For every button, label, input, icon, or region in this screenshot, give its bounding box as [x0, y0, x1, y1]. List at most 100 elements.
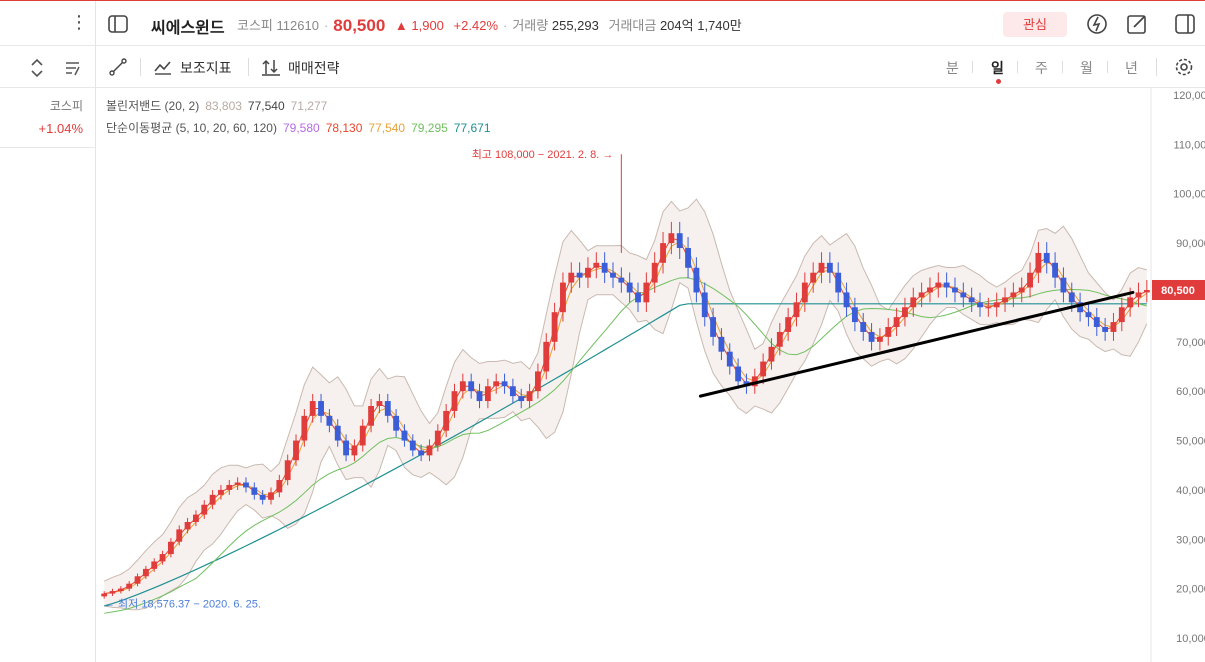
candle[interactable]	[693, 267, 700, 293]
candle[interactable]	[1093, 317, 1100, 328]
candle[interactable]	[167, 541, 174, 555]
candle[interactable]	[1060, 277, 1067, 293]
candle[interactable]	[801, 282, 808, 303]
expand-collapse-icon[interactable]	[28, 57, 46, 79]
candle[interactable]	[201, 504, 208, 515]
candle[interactable]	[710, 317, 717, 337]
candle[interactable]	[351, 445, 358, 456]
candle[interactable]	[193, 514, 199, 522]
strategy-button[interactable]: 매매전략	[288, 60, 340, 76]
candle[interactable]	[518, 396, 525, 402]
candle[interactable]	[1027, 272, 1033, 288]
candle[interactable]	[952, 287, 958, 293]
candle[interactable]	[910, 297, 917, 308]
candle[interactable]	[826, 262, 833, 273]
candle[interactable]	[109, 591, 116, 594]
candle[interactable]	[818, 262, 825, 273]
candle[interactable]	[343, 440, 349, 456]
candle[interactable]	[184, 521, 191, 530]
candle[interactable]	[159, 554, 166, 562]
candle[interactable]	[1068, 292, 1075, 303]
candle[interactable]	[1127, 297, 1134, 308]
candle[interactable]	[860, 322, 867, 332]
panel-icon[interactable]	[108, 15, 128, 33]
candle[interactable]	[668, 233, 675, 244]
candle[interactable]	[1010, 292, 1017, 298]
candle[interactable]	[117, 588, 124, 592]
candle[interactable]	[776, 331, 783, 347]
sort-list-icon[interactable]	[63, 58, 83, 78]
candle[interactable]	[935, 282, 942, 288]
candle[interactable]	[876, 336, 883, 342]
period-minute[interactable]: 분	[946, 60, 959, 76]
candle[interactable]	[326, 415, 333, 426]
candle[interactable]	[551, 312, 558, 342]
layout-icon[interactable]	[1174, 13, 1196, 35]
candle[interactable]	[534, 371, 541, 392]
candle[interactable]	[968, 297, 975, 303]
candle[interactable]	[1135, 292, 1142, 298]
candle[interactable]	[793, 302, 800, 318]
candlestick-chart[interactable]: 120,000110,000100,00090,00080,00070,0006…	[96, 88, 1205, 662]
more-menu-icon[interactable]: ⋮	[70, 12, 88, 32]
candle[interactable]	[768, 346, 775, 362]
indicator-icon[interactable]	[153, 57, 173, 77]
candle[interactable]	[318, 401, 324, 416]
candle[interactable]	[259, 494, 266, 500]
candle[interactable]	[459, 381, 466, 392]
candle[interactable]	[418, 450, 425, 456]
candle[interactable]	[234, 482, 241, 485]
flash-icon[interactable]	[1086, 13, 1108, 35]
candle[interactable]	[676, 233, 683, 249]
period-day[interactable]: 일	[991, 60, 1004, 76]
candle[interactable]	[451, 391, 458, 411]
candle[interactable]	[101, 593, 108, 597]
candle[interactable]	[1052, 262, 1058, 278]
period-month[interactable]: 월	[1080, 60, 1093, 76]
candle[interactable]	[1077, 302, 1084, 313]
candle[interactable]	[1085, 312, 1092, 318]
candle[interactable]	[1035, 252, 1042, 273]
candle[interactable]	[359, 425, 366, 446]
price-chart[interactable]: 120,000110,000100,00090,00080,00070,0006…	[96, 88, 1205, 662]
candle[interactable]	[334, 425, 341, 441]
candle[interactable]	[635, 292, 641, 303]
candle[interactable]	[835, 272, 842, 293]
candle[interactable]	[368, 405, 375, 426]
candle[interactable]	[718, 336, 725, 352]
interest-button[interactable]: 관심	[1003, 12, 1067, 37]
candle[interactable]	[142, 568, 149, 577]
candle[interactable]	[134, 576, 141, 584]
candle[interactable]	[701, 292, 708, 318]
candle[interactable]	[1002, 297, 1008, 303]
candle[interactable]	[484, 386, 491, 402]
trendline[interactable]	[698, 290, 1135, 398]
candle[interactable]	[560, 282, 566, 313]
candle[interactable]	[243, 482, 249, 488]
candle[interactable]	[409, 440, 416, 451]
candle[interactable]	[610, 272, 616, 278]
candle[interactable]	[893, 317, 900, 328]
candle[interactable]	[443, 410, 450, 431]
candle[interactable]	[568, 272, 575, 283]
period-year[interactable]: 년	[1125, 60, 1138, 76]
draw-line-icon[interactable]	[108, 57, 128, 77]
candle[interactable]	[284, 460, 291, 481]
candle[interactable]	[376, 401, 383, 406]
candle[interactable]	[885, 327, 892, 337]
candle[interactable]	[1143, 289, 1150, 293]
candle[interactable]	[918, 292, 925, 298]
candle[interactable]	[209, 494, 216, 505]
candle[interactable]	[902, 307, 908, 318]
candle[interactable]	[468, 381, 475, 392]
candle[interactable]	[476, 391, 483, 402]
candle[interactable]	[509, 386, 516, 397]
edit-icon[interactable]	[1126, 13, 1148, 35]
candle[interactable]	[601, 262, 608, 273]
candle[interactable]	[543, 341, 550, 372]
candle[interactable]	[735, 366, 742, 382]
indicator-button[interactable]: 보조지표	[180, 60, 232, 76]
candle[interactable]	[301, 415, 308, 441]
candle[interactable]	[401, 430, 408, 441]
candle[interactable]	[685, 248, 691, 268]
